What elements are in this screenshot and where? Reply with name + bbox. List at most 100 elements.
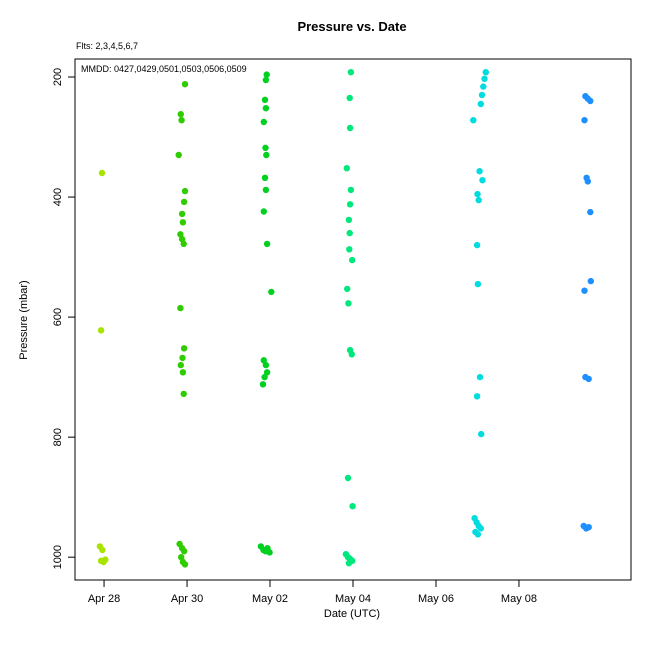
data-point [180,345,188,352]
data-point [102,556,109,563]
data-point [587,277,594,285]
y-tick-label: 400 [52,188,64,206]
data-point [180,240,187,248]
x-axis-label: Date (UTC) [324,608,380,620]
data-point [345,216,353,224]
y-tick-label: 800 [52,428,64,446]
data-point [587,208,594,216]
y-tick-label: 600 [52,308,64,326]
data-point [262,186,270,194]
data-point [177,231,184,238]
data-point [97,327,105,334]
mmdd-annotation: MMDD: 0427,0429,0501,0503,0506,0509 [81,64,247,74]
data-point [266,549,273,556]
data-point [346,246,353,253]
data-point [262,144,269,151]
data-point [474,280,482,288]
data-point [476,168,483,175]
data-point [181,561,189,568]
data-point [581,117,588,124]
data-point [177,304,184,312]
data-point [345,560,353,567]
data-point [581,287,588,294]
data-point [263,369,271,376]
data-point [180,548,188,555]
y-tick-label: 1000 [52,545,64,569]
data-point [346,124,354,132]
data-point [349,503,356,510]
data-points-layer [96,69,594,568]
data-point [473,241,481,249]
x-tick-label: May 02 [252,593,288,605]
data-point [476,373,484,381]
data-point [261,174,269,181]
x-tick-label: May 06 [418,593,454,605]
data-point [263,71,270,78]
data-point [99,546,106,554]
data-point [346,201,354,208]
data-point [343,165,350,172]
data-point [98,169,106,177]
data-point [268,288,275,296]
data-point [178,554,185,561]
chart-title: Pressure vs. Date [297,19,406,34]
data-point [478,430,485,438]
x-axis-ticks: Apr 28 Apr 30 May 02 May 04 May 06 May 08 [88,580,537,605]
data-point [473,393,481,400]
data-point [263,240,271,248]
data-point [474,190,481,198]
data-point [349,256,356,264]
data-point [348,351,355,358]
data-point [180,390,187,398]
data-point [346,94,353,102]
data-point [179,354,186,362]
data-point [344,285,351,293]
y-axis-label: Pressure (mbar) [18,280,30,359]
data-point [347,69,355,76]
data-point [263,151,270,159]
data-point [584,178,591,185]
data-point [346,229,353,237]
data-point [177,111,184,118]
data-point [470,117,477,124]
data-point [261,96,269,104]
data-point [480,83,487,90]
data-point [262,105,270,112]
data-point [478,91,486,99]
plot-area-border [74,58,632,581]
data-point [178,117,185,124]
data-point [262,76,270,84]
data-point [585,524,592,531]
data-point [260,208,267,215]
data-point [260,118,267,126]
data-point [178,210,186,218]
data-point [477,100,484,108]
data-point [475,196,482,204]
data-point [481,75,488,83]
data-point [347,186,355,194]
data-point [474,531,482,538]
data-point [479,177,486,184]
data-point [179,219,187,226]
data-point [344,474,352,482]
data-point [181,187,189,195]
flights-annotation: Flts: 2,3,4,5,6,7 [76,41,138,51]
x-tick-label: May 08 [501,593,537,605]
x-tick-label: Apr 28 [88,593,120,605]
data-point [180,198,188,206]
data-point [259,381,267,388]
x-tick-label: Apr 30 [171,593,203,605]
data-point [477,525,484,532]
data-point [181,81,189,88]
data-point [260,357,267,364]
data-point [345,300,352,307]
data-point [179,369,187,376]
x-tick-label: May 04 [335,593,371,605]
data-point [262,361,270,369]
data-point [585,375,592,383]
y-tick-label: 200 [52,68,64,86]
data-point [261,373,268,381]
data-point [587,97,594,105]
